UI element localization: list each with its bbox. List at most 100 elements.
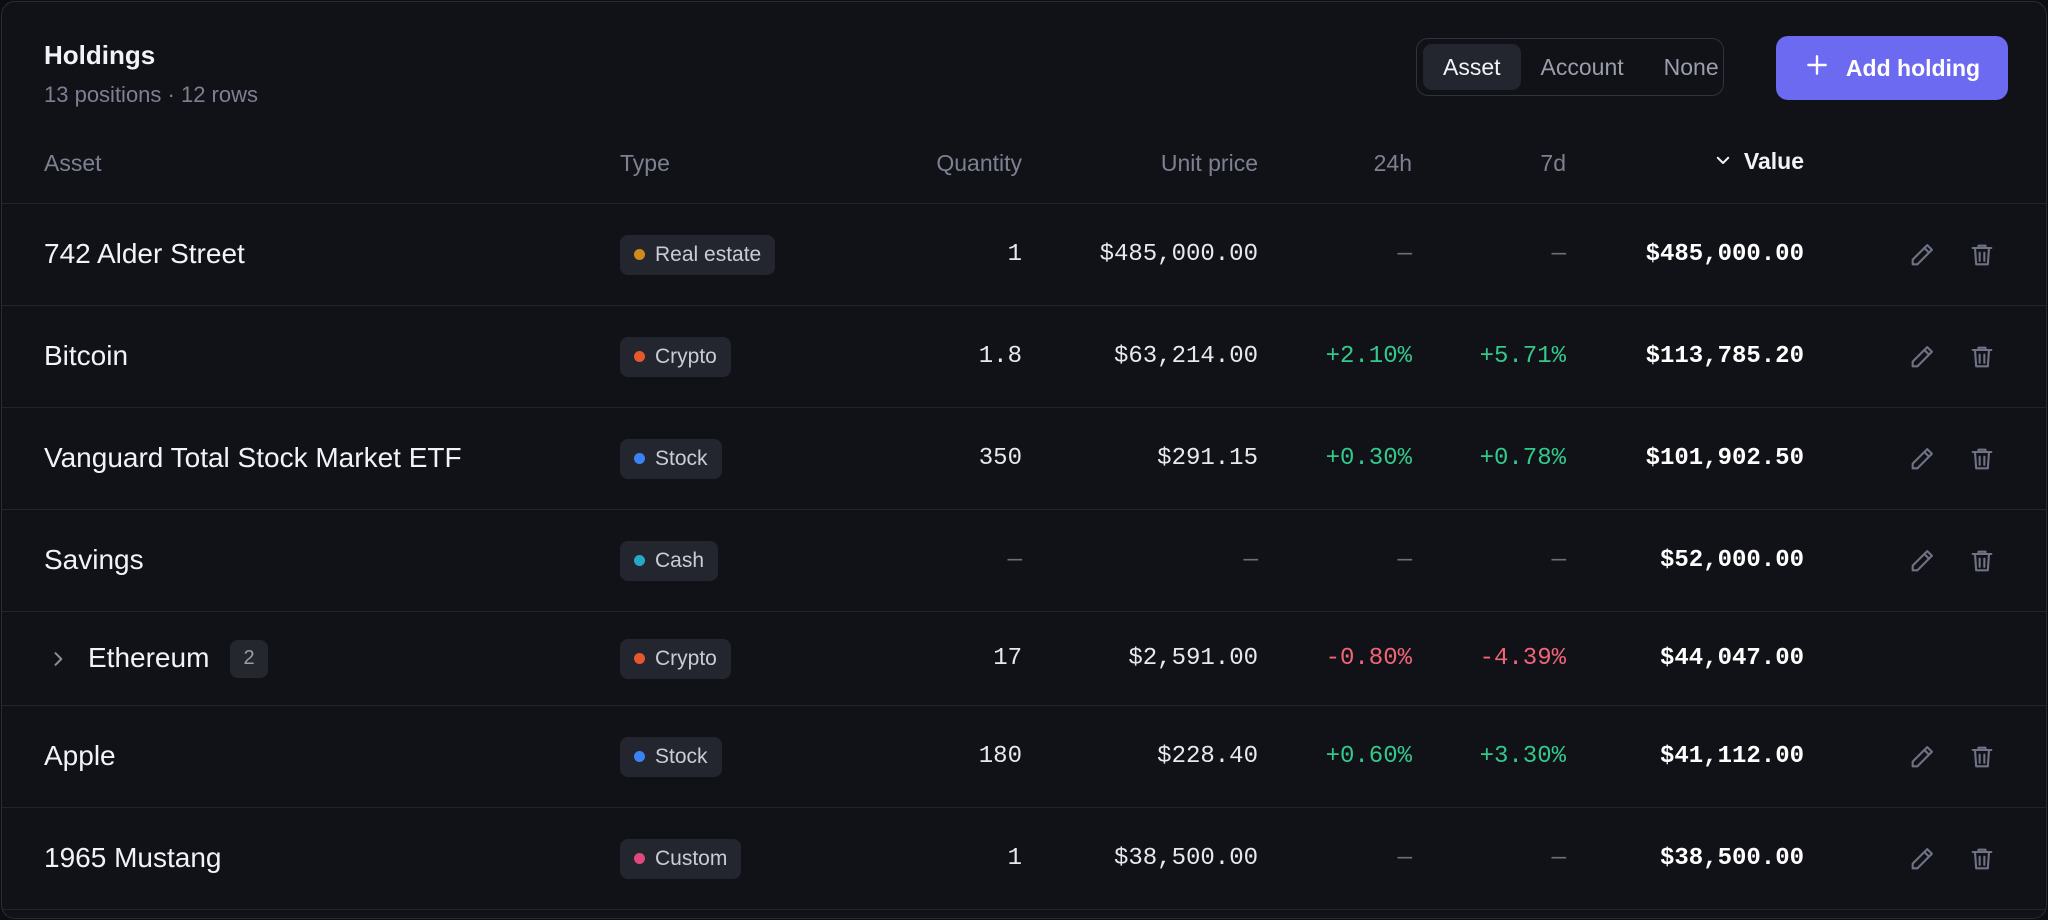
type-dot-icon [634, 555, 645, 566]
sort-descending-icon [1714, 148, 1732, 175]
group-count-badge: 2 [230, 639, 268, 678]
unit-price-value: $291.15 [1157, 444, 1258, 472]
delete-trash-icon[interactable] [1968, 743, 1996, 771]
column-header-7d[interactable]: 7d [1540, 150, 1566, 176]
table-row[interactable]: Ethereum 2 Crypto 17 $2,591.00 -0.80% -4.39%… [2, 612, 2046, 705]
row-divider [2, 909, 2046, 910]
group-by-account-button[interactable]: Account [1540, 53, 1624, 80]
delete-trash-icon[interactable] [1968, 445, 1996, 473]
header-divider [2, 203, 2046, 204]
edit-pencil-icon[interactable] [1908, 343, 1936, 371]
type-dot-icon [634, 453, 645, 464]
type-label: Custom [655, 846, 728, 870]
unit-price-value: $63,214.00 [1113, 342, 1258, 370]
asset-name: Apple [44, 739, 116, 771]
change-7d-value: +0.78% [1479, 444, 1566, 472]
change-7d-value: — [1551, 240, 1566, 268]
edit-pencil-icon[interactable] [1908, 547, 1936, 575]
type-badge: Crypto [620, 638, 731, 679]
change-24h-value: — [1397, 546, 1412, 574]
type-badge: Custom [620, 838, 742, 879]
asset-name: Savings [44, 543, 144, 575]
change-24h-value: +0.30% [1325, 444, 1412, 472]
quantity-value: 1 [1007, 240, 1022, 268]
add-holding-button[interactable]: Add holding [1776, 36, 2008, 100]
row-divider [2, 407, 2046, 408]
change-24h-value: +2.10% [1325, 342, 1412, 370]
asset-name: Ethereum [88, 641, 210, 673]
quantity-value: 350 [978, 444, 1022, 472]
change-24h-value: — [1397, 240, 1412, 268]
holding-value: $113,785.20 [1645, 342, 1804, 370]
type-label: Stock [655, 446, 708, 470]
table-row: Savings Cash — — — — $52,000.00 [2, 510, 2046, 611]
column-header-value[interactable]: Value [1582, 148, 1804, 175]
column-header-type[interactable]: Type [620, 150, 670, 176]
change-24h-value: +0.60% [1325, 742, 1412, 770]
type-dot-icon [634, 653, 645, 664]
type-label: Cash [655, 548, 705, 572]
quantity-value: 1.8 [978, 342, 1022, 370]
group-by-toggle: Asset Account None [1416, 38, 1724, 96]
type-label: Crypto [655, 344, 717, 368]
delete-trash-icon[interactable] [1968, 241, 1996, 269]
type-label: Stock [655, 744, 708, 768]
edit-pencil-icon[interactable] [1908, 845, 1936, 873]
column-header-unit-price[interactable]: Unit price [1160, 150, 1258, 176]
holding-value: $38,500.00 [1659, 844, 1804, 872]
holding-value: $101,902.50 [1645, 444, 1804, 472]
row-divider [2, 305, 2046, 306]
edit-pencil-icon[interactable] [1908, 743, 1936, 771]
column-header-asset[interactable]: Asset [44, 150, 102, 176]
row-divider [2, 509, 2046, 510]
group-by-none-button[interactable]: None [1663, 53, 1719, 80]
holding-value: $485,000.00 [1645, 240, 1804, 268]
change-7d-value: — [1551, 844, 1566, 872]
positions-summary: 13 positions · 12 rows [44, 82, 258, 107]
unit-price-value: $38,500.00 [1113, 844, 1258, 872]
plus-icon [1804, 52, 1830, 84]
asset-name: Bitcoin [44, 339, 129, 371]
page-title: Holdings [44, 40, 156, 70]
edit-pencil-icon[interactable] [1908, 241, 1936, 269]
expand-chevron-icon[interactable] [48, 649, 68, 669]
delete-trash-icon[interactable] [1968, 343, 1996, 371]
asset-name: Vanguard Total Stock Market ETF [44, 441, 462, 473]
change-24h-value: -0.80% [1325, 644, 1412, 672]
unit-price-value: $228.40 [1157, 742, 1258, 770]
type-badge: Stock [620, 438, 722, 479]
type-badge: Cash [620, 540, 719, 581]
unit-price-value: $485,000.00 [1099, 240, 1258, 268]
holding-value: $52,000.00 [1659, 546, 1804, 574]
type-badge: Crypto [620, 336, 731, 377]
row-divider [2, 807, 2046, 808]
type-badge: Real estate [620, 234, 776, 275]
table-row: 1965 Mustang Custom 1 $38,500.00 — — $38,500… [2, 808, 2046, 909]
type-dot-icon [634, 853, 645, 864]
quantity-value: — [1007, 546, 1022, 574]
holding-value: $44,047.00 [1659, 644, 1804, 672]
column-header-value-label: Value [1743, 148, 1804, 174]
change-7d-value: -4.39% [1479, 644, 1566, 672]
group-by-asset-button[interactable]: Asset [1423, 44, 1521, 90]
column-header-quantity[interactable]: Quantity [936, 150, 1022, 176]
holding-value: $41,112.00 [1659, 742, 1804, 770]
table-row: Vanguard Total Stock Market ETF Stock 35… [2, 408, 2046, 509]
asset-name: 1965 Mustang [44, 841, 222, 873]
quantity-value: 17 [993, 644, 1022, 672]
delete-trash-icon[interactable] [1968, 845, 1996, 873]
add-holding-label: Add holding [1845, 54, 1981, 81]
type-dot-icon [634, 751, 645, 762]
type-badge: Stock [620, 736, 722, 777]
unit-price-value: — [1243, 546, 1258, 574]
quantity-value: 1 [1007, 844, 1022, 872]
asset-name: 742 Alder Street [44, 237, 245, 269]
row-divider [2, 611, 2046, 612]
row-divider [2, 705, 2046, 706]
change-24h-value: — [1397, 844, 1412, 872]
edit-pencil-icon[interactable] [1908, 445, 1936, 473]
type-dot-icon [634, 249, 645, 260]
column-header-24h[interactable]: 24h [1373, 150, 1412, 176]
delete-trash-icon[interactable] [1968, 547, 1996, 575]
